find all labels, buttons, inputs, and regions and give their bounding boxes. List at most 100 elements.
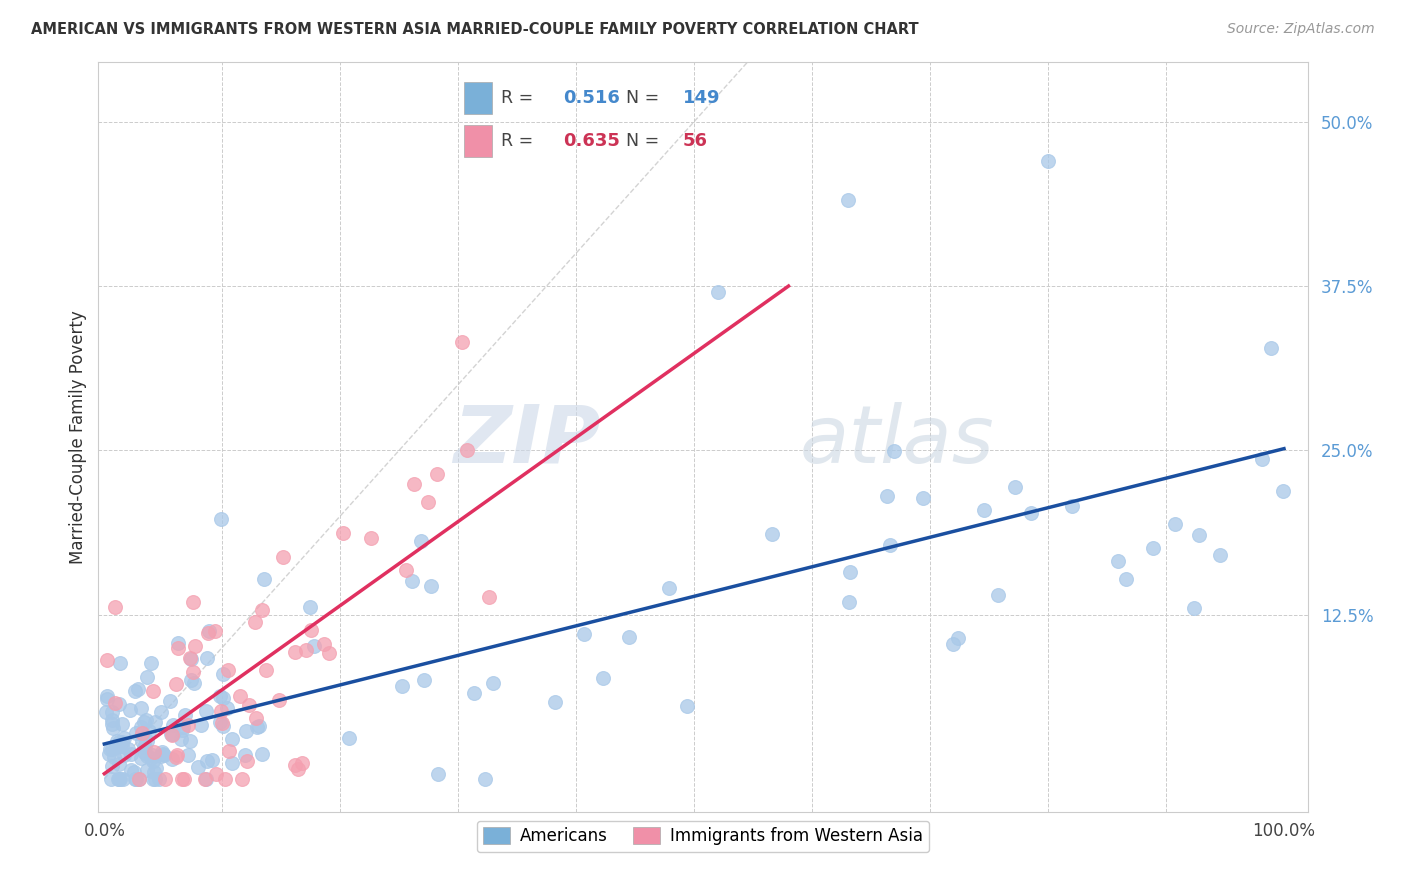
Point [138,723,160,738]
Point [101,742,124,756]
Point [299,599,322,614]
Point [838,565,860,579]
Point [111,739,134,754]
Point [284,758,307,772]
Point [838,595,860,609]
Point [416,495,439,509]
Point [291,756,314,771]
Point [134,740,156,755]
Point [209,704,232,718]
Point [221,756,243,771]
Point [120,747,142,761]
Point [125,772,148,786]
Point [1260,342,1282,356]
Point [299,623,322,637]
Point [120,763,142,777]
Point [170,731,193,746]
Point [142,754,165,768]
Point [221,731,243,746]
Point [1251,451,1274,466]
Point [159,727,181,741]
Point [172,772,194,786]
Text: Source: ZipAtlas.com: Source: ZipAtlas.com [1227,22,1375,37]
Y-axis label: Married-Couple Family Poverty: Married-Couple Family Poverty [69,310,87,564]
Point [198,624,221,638]
Point [101,759,124,773]
Point [96,706,118,720]
Point [245,711,267,725]
Point [98,742,121,756]
Point [218,744,240,758]
Point [172,723,194,737]
Point [165,750,187,764]
Point [134,739,156,754]
Point [103,750,125,764]
Point [101,706,124,720]
Point [105,734,128,748]
Point [948,631,970,645]
Point [143,772,166,786]
Point [337,731,360,745]
Point [413,673,436,688]
Point [131,726,153,740]
Point [180,652,202,666]
Point [193,772,215,786]
Point [212,719,235,733]
Point [1182,601,1205,615]
Point [122,764,145,779]
Legend: Americans, Immigrants from Western Asia: Americans, Immigrants from Western Asia [477,821,929,852]
Point [1004,480,1026,494]
Point [287,762,309,776]
Point [100,772,122,786]
Point [284,645,307,659]
Point [212,667,235,681]
Point [181,665,204,680]
Point [181,595,204,609]
Point [1271,483,1294,498]
Point [395,563,418,577]
Point [544,695,567,709]
Point [1036,154,1059,169]
Point [1188,528,1211,542]
Point [879,538,901,552]
Point [1060,499,1083,513]
Point [204,624,226,638]
Point [135,713,157,727]
Point [209,715,232,730]
Point [231,772,253,786]
Point [148,772,170,786]
Point [243,615,266,629]
Point [401,574,423,588]
Point [179,650,201,665]
Point [427,766,450,780]
Point [246,720,269,734]
Point [143,764,166,779]
Point [883,444,905,458]
Point [456,443,478,458]
Point [167,636,190,650]
Point [201,752,224,766]
Point [111,772,134,786]
Point [973,502,995,516]
Point [129,701,152,715]
Point [172,720,194,734]
Point [96,689,118,703]
Point [101,721,124,735]
Point [177,718,200,732]
Point [1142,541,1164,555]
Point [478,590,501,604]
Point [132,714,155,729]
Point [153,772,176,786]
Point [250,747,273,762]
Point [104,740,127,755]
Point [209,689,232,703]
Point [204,767,226,781]
Point [136,670,159,684]
Point [173,707,195,722]
Point [165,677,187,691]
Point [111,735,134,749]
Point [987,588,1010,602]
Point [254,663,277,677]
Point [391,679,413,693]
Point [98,747,121,762]
